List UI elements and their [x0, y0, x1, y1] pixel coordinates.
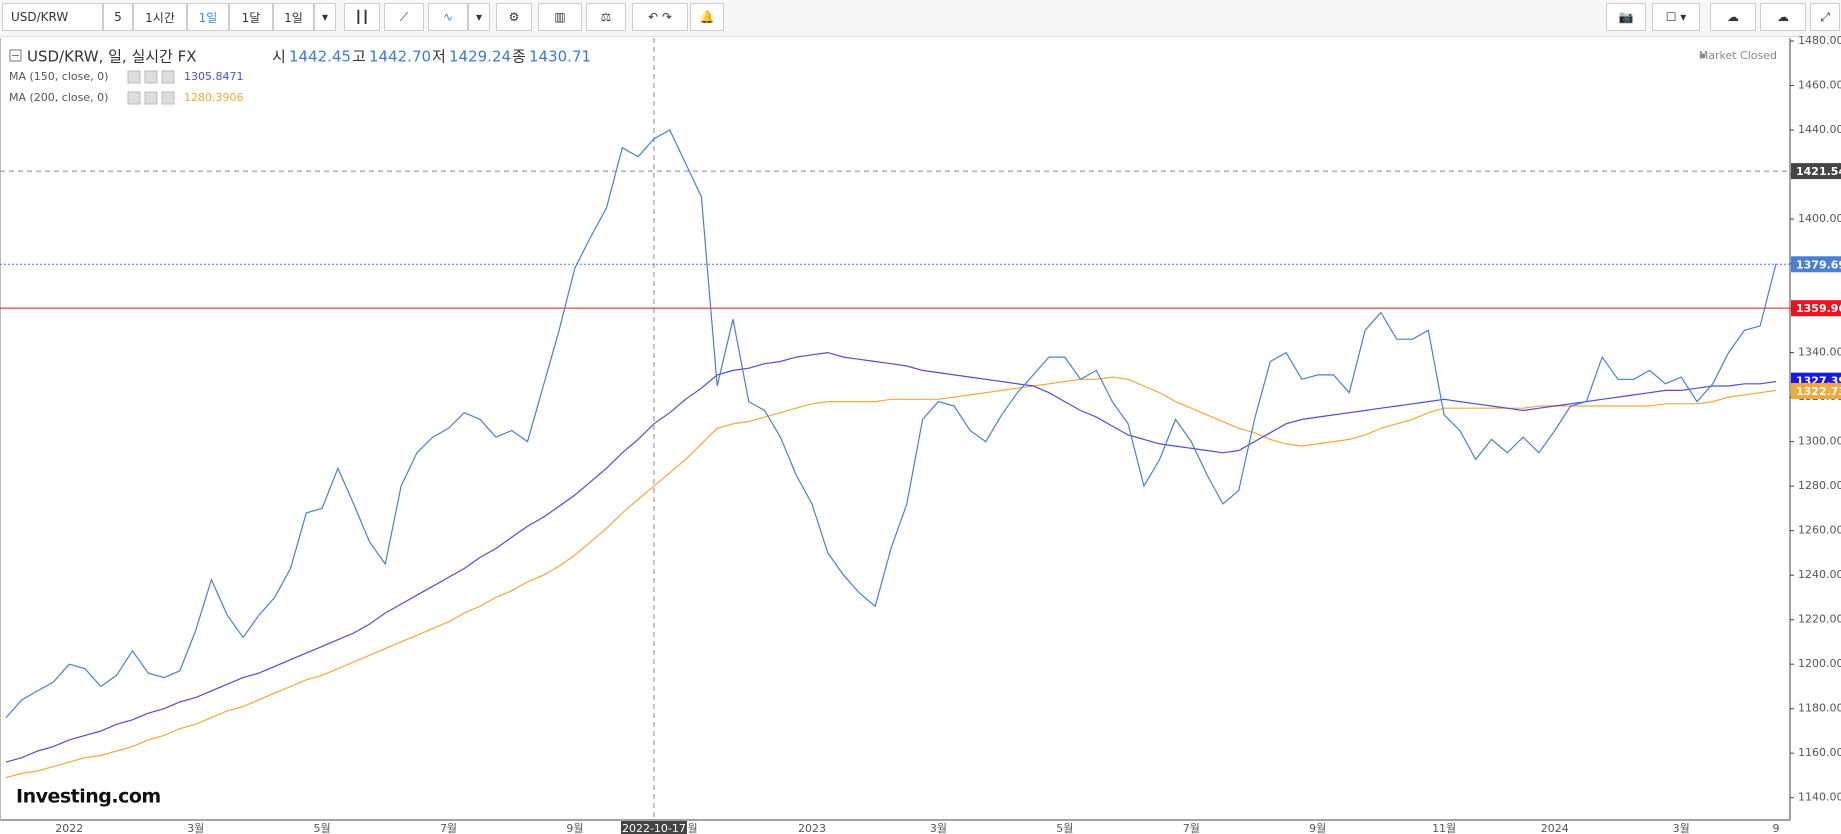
legend-icon — [161, 70, 175, 84]
ohlc-label: 고 — [352, 48, 366, 66]
timeframe-button[interactable]: 1일 — [187, 3, 229, 31]
price-label-box — [1791, 383, 1841, 400]
status-dot — [1700, 53, 1706, 59]
line-button[interactable]: ∿ — [428, 3, 468, 31]
legend-ma-value: 1305.8471 — [184, 70, 244, 83]
series-line — [5, 129, 1777, 718]
x-tick-label: 2024 — [1541, 822, 1569, 834]
x-tick-label: 2022 — [55, 822, 83, 834]
x-tick-label: 3월 — [930, 822, 947, 834]
dropdown[interactable]: ▾ — [314, 3, 336, 31]
price-label: 1379.69 — [1796, 258, 1841, 271]
timeframe-button[interactable]: 1시간 — [133, 3, 187, 31]
series-line — [5, 351, 1777, 763]
crosshair-x-box — [620, 821, 687, 834]
y-tick-label: 1340.00 — [1798, 346, 1841, 359]
legend-title: USD/KRW, 일, 실시간 FX — [27, 48, 197, 66]
ohlc-label: 종 — [512, 48, 526, 66]
cloud-load[interactable]: ☁ — [1710, 3, 1756, 31]
legend-icon — [144, 70, 158, 84]
toolbar: USD/KRW 5 1시간 1일 1달 1일 ▾ ┃┃ ⟋ ∿ ▾ ⚙ ▥ ⚖ ↶ ↷ … — [0, 0, 1841, 37]
candle-button[interactable]: ┃┃ — [344, 3, 380, 31]
legend-ma-value: 1280.3906 — [184, 91, 244, 104]
legend-ma-name: MA (150, close, 0) — [9, 70, 108, 83]
ohlc-value: 1442.45 — [289, 48, 351, 66]
fullscreen[interactable]: ⤢ — [1810, 3, 1840, 31]
x-tick-label: 5월 — [1056, 822, 1073, 834]
y-tick-label: 1260.00 — [1798, 524, 1841, 537]
y-tick-label: 1480.00 — [1798, 34, 1841, 47]
x-tick-label: 2023 — [798, 822, 826, 834]
undo-redo[interactable]: ↶ ↷ — [632, 3, 688, 31]
ohlc-label: 시 — [272, 48, 286, 66]
symbol-input[interactable]: USD/KRW — [2, 3, 103, 31]
compare-button[interactable]: ⚖ — [586, 3, 626, 31]
x-tick-label: 9 — [1773, 822, 1780, 834]
y-tick-label: 1200.00 — [1798, 657, 1841, 670]
crosshair-x-label: 2022-10-17 — [622, 822, 686, 834]
color-button[interactable]: ☐ ▾ — [1652, 3, 1700, 31]
legend-icon — [127, 91, 141, 105]
y-tick-label: 1240.00 — [1798, 568, 1841, 581]
settings-button[interactable]: ⚙ — [496, 3, 532, 31]
x-tick-label: 9월 — [1309, 822, 1326, 834]
price-label: 1421.54 — [1796, 165, 1841, 178]
ohlc-value: 1430.71 — [529, 48, 591, 66]
y-tick-label: 1460.00 — [1798, 79, 1841, 92]
ohlc-label: 저 — [432, 48, 446, 66]
price-label-box — [1791, 163, 1841, 180]
y-tick-label: 1400.00 — [1798, 212, 1841, 225]
price-label: 1322.73 — [1796, 385, 1841, 398]
timeframe-button[interactable]: 1일 — [273, 3, 314, 31]
ohlc-value: 1429.24 — [449, 48, 511, 66]
dropdown[interactable]: ▾ — [468, 3, 490, 31]
legend-ma-name: MA (200, close, 0) — [9, 91, 108, 104]
legend-icon — [144, 91, 158, 105]
y-tick-label: 1220.00 — [1798, 613, 1841, 626]
watermark: Investing.com — [16, 786, 161, 808]
y-tick-label: 1300.00 — [1798, 435, 1841, 448]
y-tick-label: 1180.00 — [1798, 702, 1841, 715]
legend-icon — [161, 91, 175, 105]
x-tick-label: 9월 — [566, 822, 583, 834]
indicator-button[interactable]: ▥ — [538, 3, 582, 31]
timeframe-button[interactable]: 5 — [103, 3, 133, 31]
timeframe-button[interactable]: 1달 — [229, 3, 273, 31]
legend-icon — [127, 70, 141, 84]
camera-button[interactable]: 📷 — [1606, 3, 1646, 31]
y-tick-label: 1280.00 — [1798, 479, 1841, 492]
x-tick-label: 3월 — [187, 822, 204, 834]
price-label-box — [1791, 300, 1841, 317]
area-button[interactable]: ⟋ — [384, 3, 424, 31]
x-tick-label: 7월 — [1183, 822, 1200, 834]
cloud-save[interactable]: ☁ — [1760, 3, 1806, 31]
price-label-box — [1791, 256, 1841, 273]
price-label: 1359.96 — [1796, 302, 1841, 315]
market-status: Market Closed — [1699, 49, 1777, 62]
ohlc-value: 1442.70 — [369, 48, 431, 66]
collapse-icon — [9, 49, 22, 62]
x-tick-label: 5월 — [314, 822, 331, 834]
y-tick-label: 1140.00 — [1798, 791, 1841, 804]
series-line — [5, 376, 1777, 779]
x-tick-label: 11월 — [1432, 822, 1456, 834]
alert-button[interactable]: 🔔 — [690, 3, 724, 31]
x-tick-label: 3월 — [1673, 822, 1690, 834]
x-tick-label: 7월 — [440, 822, 457, 834]
y-tick-label: 1160.00 — [1798, 746, 1841, 759]
y-tick-label: 1440.00 — [1798, 123, 1841, 136]
